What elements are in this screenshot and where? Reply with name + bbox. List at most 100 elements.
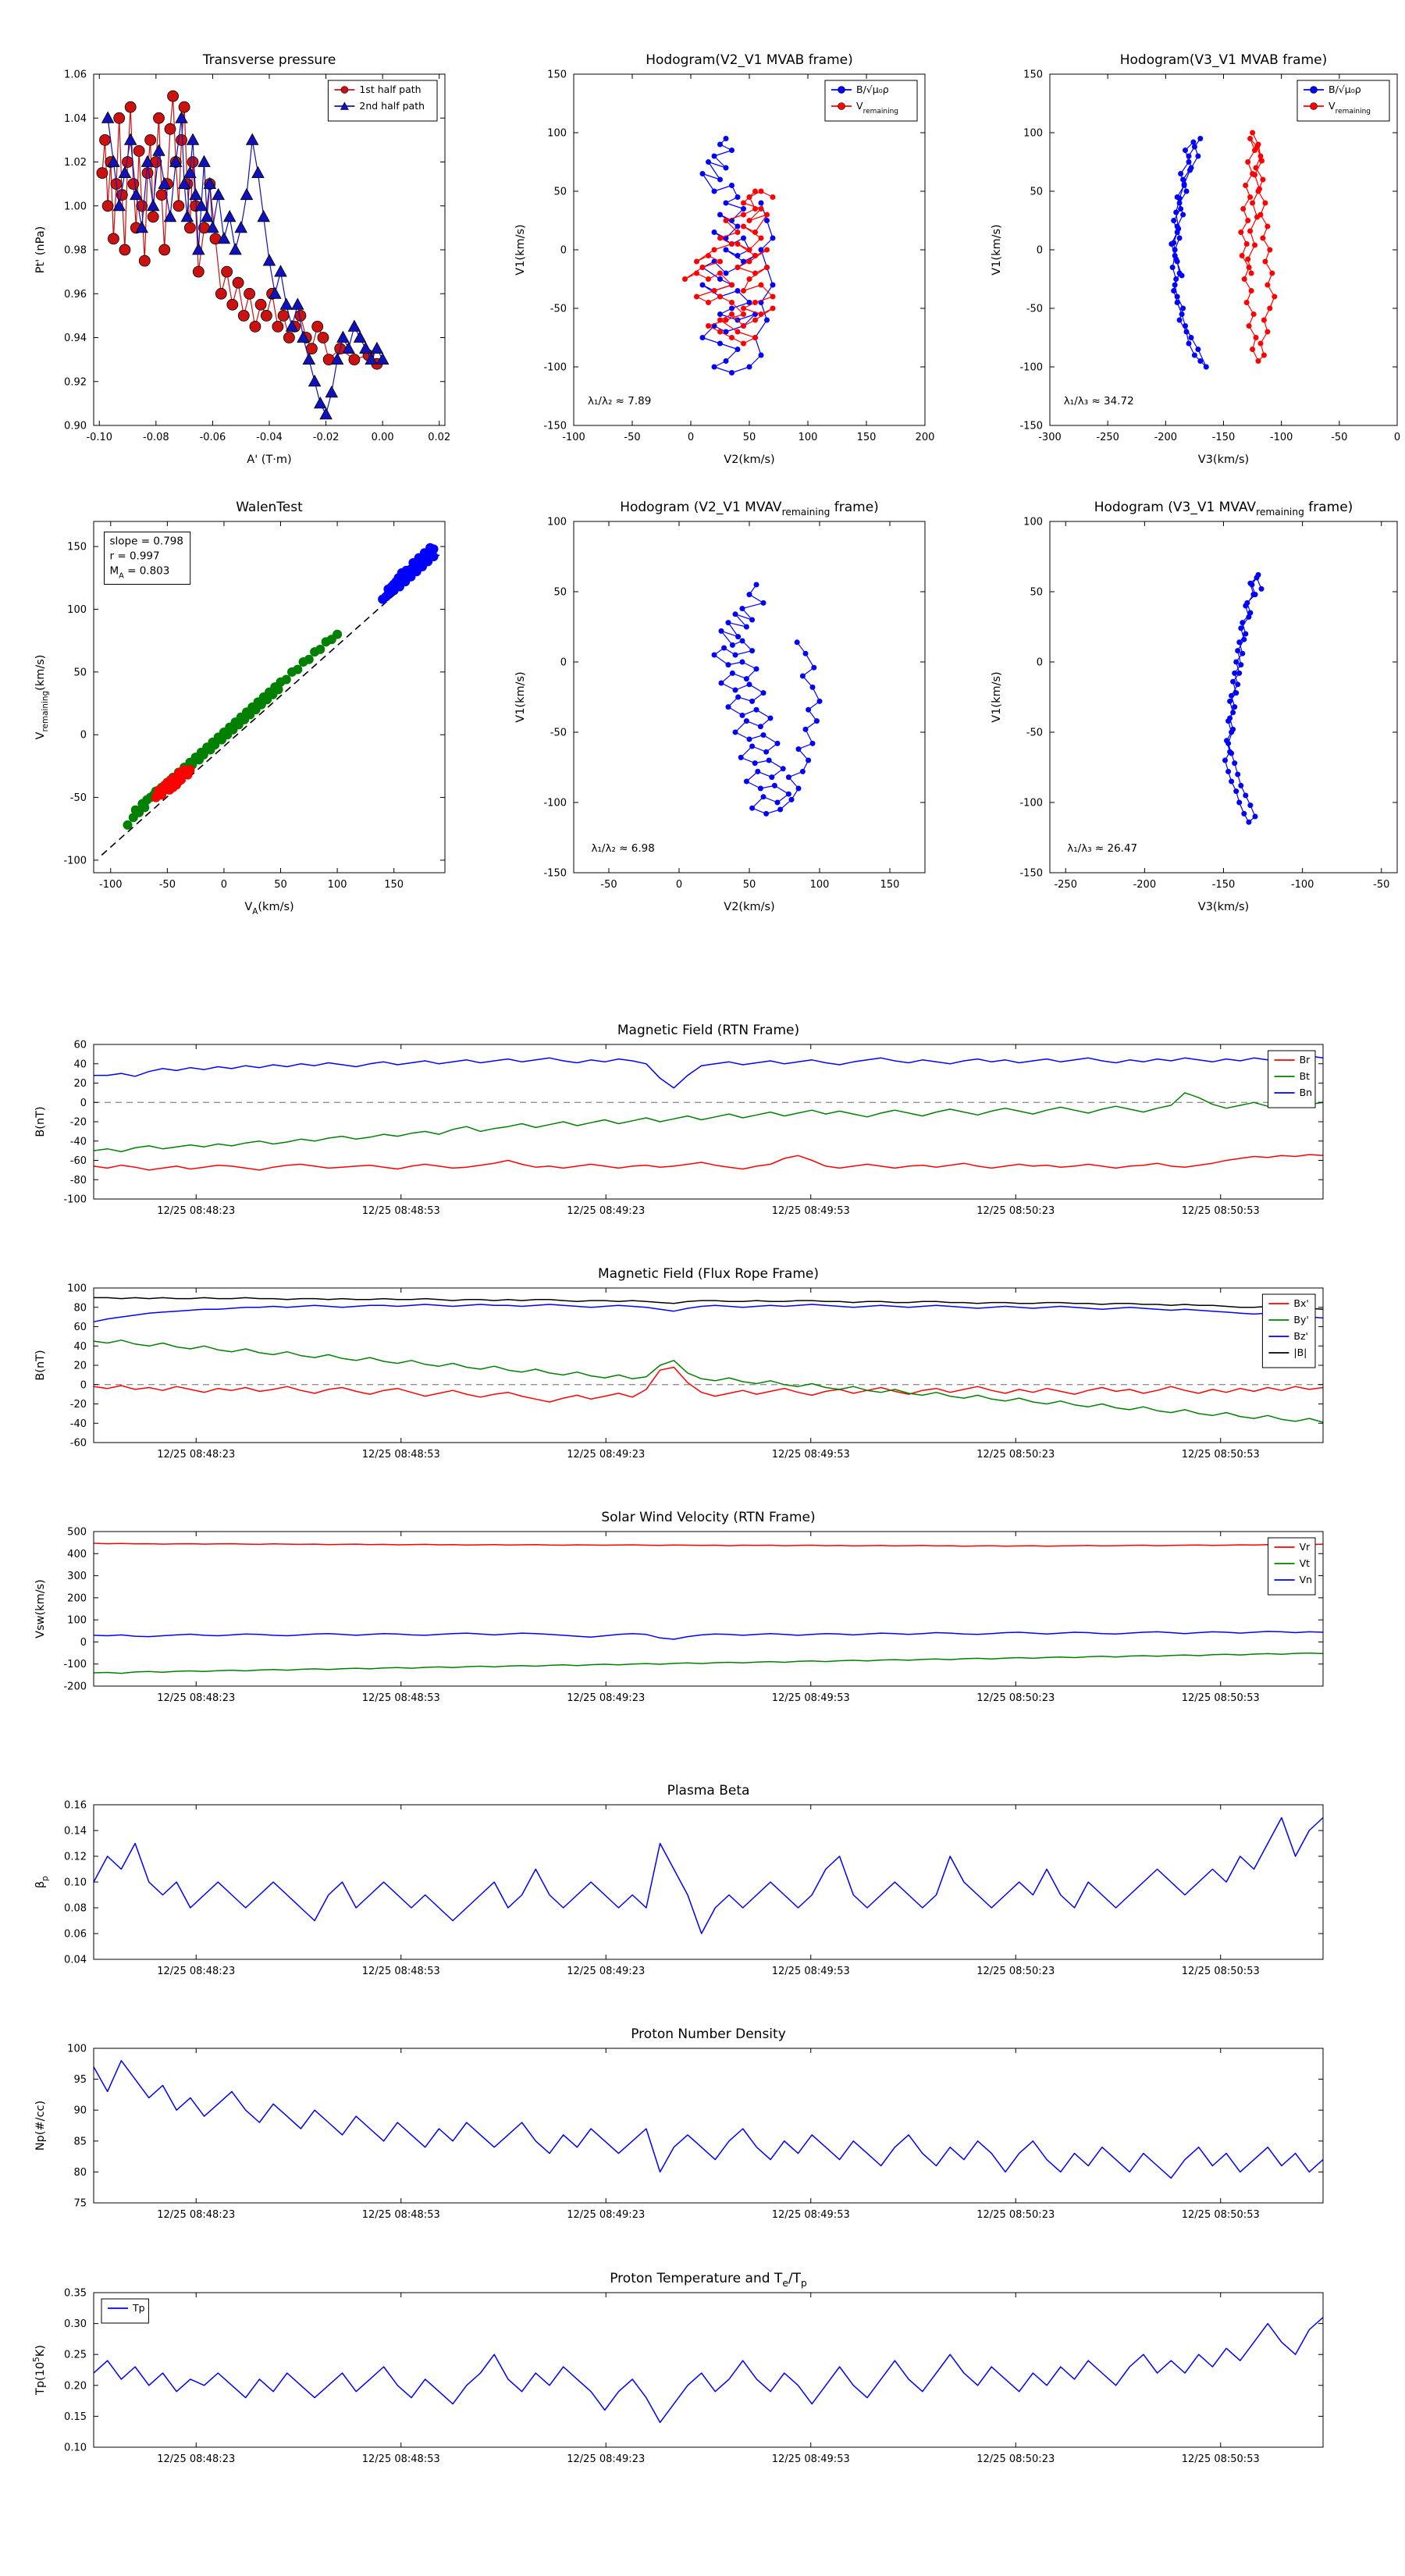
y-tick-label: 300 <box>67 1571 87 1582</box>
x-tick-label: 12/25 08:50:53 <box>1182 2209 1260 2221</box>
x-tick-label: 12/25 08:48:53 <box>362 1205 440 1217</box>
y-tick-label: 50 <box>73 667 87 678</box>
y-tick-label: -60 <box>70 1155 87 1167</box>
x-tick-label: 150 <box>857 432 877 443</box>
y-tick-label: -200 <box>63 1681 87 1693</box>
x-tick-label: 12/25 08:48:53 <box>362 2209 440 2221</box>
y-tick-label: -80 <box>70 1175 87 1187</box>
x-tick-label: 12/25 08:49:53 <box>772 1692 850 1704</box>
plot-area <box>93 1055 1324 1171</box>
y-tick-label: 100 <box>1023 128 1043 140</box>
plot-area <box>682 136 776 375</box>
x-tick-label: -100 <box>562 432 585 443</box>
y-tick-label: -20 <box>70 1117 87 1129</box>
y-axis-label: βp <box>34 1876 50 1888</box>
x-tick-label: -0.06 <box>200 432 226 443</box>
x-tick-label: 12/25 08:49:23 <box>567 1449 645 1461</box>
y-tick-label: 0 <box>80 1379 87 1391</box>
y-tick-label: -60 <box>70 1438 87 1450</box>
x-axis-label: V2(km/s) <box>724 454 774 466</box>
x-tick-label: 12/25 08:48:23 <box>157 1449 235 1461</box>
chart-title: Hodogram(V3_V1 MVAB frame) <box>1120 52 1328 68</box>
y-tick-label: 0.25 <box>64 2350 87 2361</box>
x-axis-label: V3(km/s) <box>1198 901 1249 913</box>
y-axis-label: Tp(105K) <box>32 2345 47 2396</box>
y-tick-label: 200 <box>67 1592 87 1604</box>
legend-label: Tp <box>132 2302 145 2314</box>
x-tick-label: 150 <box>384 879 404 891</box>
chart-title: Plasma Beta <box>667 1783 750 1799</box>
y-tick-label: 1.06 <box>64 69 87 81</box>
y-tick-label: 0.16 <box>64 1800 87 1812</box>
y-tick-label: 100 <box>67 1615 87 1627</box>
x-tick-label: 100 <box>799 432 818 443</box>
y-tick-label: 0.30 <box>64 2318 87 2330</box>
x-tick-label: 12/25 08:49:23 <box>567 2453 645 2465</box>
chart-title: Transverse pressure <box>202 52 336 68</box>
y-tick-label: -50 <box>1026 728 1043 739</box>
y-tick-label: 50 <box>1030 187 1043 198</box>
y-tick-label: -100 <box>63 1194 87 1206</box>
y-tick-label: 20 <box>73 1361 87 1372</box>
y-tick-label: 100 <box>547 517 567 528</box>
y-axis-label: B(nT) <box>34 1106 47 1137</box>
x-tick-label: 12/25 08:49:23 <box>567 2209 645 2221</box>
x-tick-label: 12/25 08:49:53 <box>772 1449 850 1461</box>
y-tick-label: 0 <box>80 730 87 742</box>
y-tick-label: 0.12 <box>64 1852 87 1863</box>
y-tick-label: 60 <box>73 1040 87 1051</box>
y-tick-label: 400 <box>67 1549 87 1560</box>
y-tick-label: -100 <box>543 798 567 809</box>
y-tick-label: 0 <box>1037 245 1043 257</box>
chart-hodogram_v3v1_mvav: -250 -200 -150 -100 -50 -150 -100 -50 0 50 100 Hodo… <box>991 500 1398 913</box>
x-tick-label: -0.02 <box>313 432 340 443</box>
legend-label: 1st half path <box>359 84 421 95</box>
y-axis-label: V1(km/s) <box>991 224 1003 275</box>
y-tick-label: -100 <box>63 855 87 866</box>
x-tick-label: -250 <box>1096 432 1119 443</box>
y-tick-label: -100 <box>1019 798 1043 809</box>
legend-label: Bn <box>1300 1087 1313 1098</box>
x-tick-label: -0.10 <box>86 432 112 443</box>
y-axis-label: V1(km/s) <box>514 671 527 722</box>
chart-walen_test: -100 -50 0 50 100 150 -100 -50 0 50 100 150 WalenTes… <box>34 500 446 916</box>
annotation-text: MA = 0.803 <box>110 565 170 581</box>
y-tick-label: 0 <box>1037 657 1043 669</box>
y-tick-label: 150 <box>547 69 567 81</box>
legend-label: |B| <box>1293 1347 1307 1358</box>
x-tick-label: 12/25 08:50:53 <box>1182 2453 1260 2465</box>
x-tick-label: 200 <box>916 432 935 443</box>
y-tick-label: 0.98 <box>64 245 87 257</box>
x-tick-label: -250 <box>1054 879 1077 891</box>
x-tick-label: 0 <box>221 879 227 891</box>
x-tick-label: 12/25 08:50:23 <box>976 1966 1055 1977</box>
y-tick-label: 0.96 <box>64 289 87 301</box>
y-tick-label: -50 <box>550 304 567 315</box>
y-tick-label: -50 <box>70 792 87 804</box>
y-tick-label: 40 <box>73 1341 87 1353</box>
y-tick-label: 0.20 <box>64 2380 87 2392</box>
y-tick-label: -100 <box>1019 362 1043 374</box>
annotation-text: λ₁/λ₂ ≈ 6.98 <box>592 842 655 855</box>
plot-area <box>711 582 823 817</box>
chart-hodogram_v2v1_mvav: -50 0 50 100 150 -150 -100 -50 0 50 100 Hodogram (V… <box>514 500 926 913</box>
chart-title: Proton Number Density <box>631 2026 786 2042</box>
x-axis-label: A' (T·m) <box>247 454 291 466</box>
annotation-text: slope = 0.798 <box>110 535 183 548</box>
plot-area <box>93 2060 1324 2179</box>
y-tick-label: 0.15 <box>64 2411 87 2423</box>
legend-label: Vr <box>1300 1541 1311 1553</box>
y-tick-label: -40 <box>70 1418 87 1430</box>
plot-area <box>93 1297 1324 1423</box>
x-tick-label: 12/25 08:50:23 <box>976 2209 1055 2221</box>
y-tick-label: 100 <box>67 2044 87 2055</box>
chart-title: Hodogram (V3_V1 MVAVremaining frame) <box>1094 500 1353 518</box>
plot-area <box>93 1542 1324 1674</box>
y-axis-label: B(nT) <box>34 1350 47 1380</box>
legend-label: Vremaining <box>1329 100 1371 116</box>
y-tick-label: 0.10 <box>64 2443 87 2454</box>
annotation-text: λ₁/λ₃ ≈ 34.72 <box>1064 395 1134 407</box>
x-tick-label: -150 <box>1212 879 1236 891</box>
chart-proton_density: 12/25 08:48:23 12/25 08:48:53 12/25 08:49:… <box>34 2026 1324 2221</box>
y-tick-label: 100 <box>67 1283 87 1295</box>
